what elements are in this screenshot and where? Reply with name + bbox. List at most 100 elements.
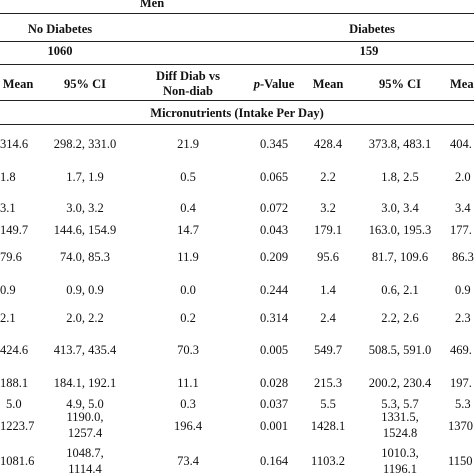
cell-p: 0.005 (259, 343, 289, 357)
rule-4 (0, 100, 474, 101)
cell-mean: 0.9 (0, 283, 16, 297)
cell-dci: 373.8, 483.1 (368, 137, 432, 151)
cell-dci-line2: 1196.1 (383, 462, 417, 474)
cell-p: 0.072 (259, 201, 289, 215)
cell-next: 197. (450, 376, 472, 390)
rule-3 (0, 64, 474, 65)
cell-p: 0.164 (259, 454, 289, 468)
cell-dci: 508.5, 591.0 (368, 343, 432, 357)
cell-next: 3.4 (455, 201, 471, 215)
cell-p: 0.065 (259, 170, 289, 184)
cell-ci-line2: 1257.4 (67, 426, 103, 440)
cell-dci: 163.0, 195.3 (368, 223, 432, 237)
cell-next: 177. (450, 223, 472, 237)
cell-next: 469. (450, 343, 472, 357)
cell-mean: 79.6 (0, 250, 22, 264)
cell-ci: 184.1, 192.1 (53, 376, 117, 390)
cell-next: 5.3 (455, 397, 471, 411)
cell-dmean: 215.3 (313, 376, 343, 390)
cell-p: 0.209 (259, 250, 289, 264)
cell-p: 0.244 (259, 283, 289, 297)
cell-diff: 11.1 (177, 376, 199, 390)
cell-diff: 0.4 (180, 201, 196, 215)
col-diff-line1: Diff Diab vs (156, 69, 220, 83)
cell-ci-line1: 1048.7, (66, 446, 104, 460)
cell-p: 0.043 (259, 223, 289, 237)
cell-p: 0.345 (259, 137, 289, 151)
cell-diff: 21.9 (177, 137, 199, 151)
cell-dci-line2: 1524.8 (382, 426, 418, 440)
cell-ci: 298.2, 331.0 (53, 137, 117, 151)
cell-ci: 144.6, 154.9 (53, 223, 117, 237)
cell-p: 0.001 (259, 419, 289, 433)
col-ci-1: 95% CI (63, 77, 107, 91)
cell-diff: 73.4 (177, 454, 199, 468)
cell-dci: 0.6, 2.1 (381, 283, 419, 297)
cell-mean: 314.6 (0, 137, 29, 151)
section-micronutrients: Micronutrients (Intake Per Day) (150, 106, 324, 120)
cell-diff: 11.9 (177, 250, 199, 264)
cell-dmean: 1.4 (320, 283, 336, 297)
cell-mean: 2.1 (0, 311, 16, 325)
rule-2 (0, 41, 474, 42)
cell-mean: 1.8 (0, 170, 16, 184)
cell-next: 1150 (448, 454, 473, 468)
cell-next: 86.3 (452, 250, 474, 264)
cell-ci-line1: 1190.0, (66, 410, 104, 424)
cell-diff: 0.2 (180, 311, 196, 325)
rule-top (0, 13, 474, 14)
cell-dmean: 3.2 (320, 201, 336, 215)
cell-diff: 14.7 (177, 223, 199, 237)
cell-ci-line2: 1114.4 (68, 462, 102, 474)
cell-ci: 4.9, 5.0 (66, 397, 104, 411)
cell-next: 0.9 (455, 283, 471, 297)
cell-ci: 74.0, 85.3 (60, 250, 110, 264)
cell-dmean: 179.1 (313, 223, 343, 237)
cell-dmean: 2.2 (320, 170, 336, 184)
cell-p: 0.028 (259, 376, 289, 390)
cell-dci: 3.0, 3.4 (381, 201, 419, 215)
cell-next: 1370 (448, 419, 473, 433)
cell-dci: 1.8, 2.5 (381, 170, 419, 184)
cell-dmean: 95.6 (317, 250, 339, 264)
cell-dmean: 2.4 (320, 311, 336, 325)
cell-mean: 5.0 (6, 397, 22, 411)
cell-mean: 1081.6 (0, 454, 35, 468)
rule-5 (0, 124, 474, 125)
cell-mean: 188.1 (0, 376, 29, 390)
col-mean-1: Mean (2, 77, 34, 91)
cell-p: 0.037 (259, 397, 289, 411)
cell-diff: 0.5 (180, 170, 196, 184)
cell-diff: 196.4 (173, 419, 203, 433)
cell-dci: 5.3, 5.7 (381, 397, 419, 411)
group-header-men: Men (139, 0, 165, 10)
cell-diff: 0.0 (180, 283, 196, 297)
cell-mean: 424.6 (0, 343, 29, 357)
cell-ci: 413.7, 435.4 (53, 343, 117, 357)
cell-dmean: 5.5 (320, 397, 336, 411)
cell-next: 2.3 (455, 311, 471, 325)
cell-mean: 3.1 (0, 201, 16, 215)
cell-ci: 3.0, 3.2 (66, 201, 104, 215)
cell-mean: 149.7 (0, 223, 29, 237)
cell-ci: 0.9, 0.9 (66, 283, 104, 297)
cell-dmean: 1103.2 (311, 454, 345, 468)
header-diabetes: Diabetes (349, 22, 395, 36)
n-no-diabetes: 1060 (47, 44, 73, 58)
n-diabetes: 159 (359, 44, 379, 58)
cell-dci-line1: 1010.3, (381, 446, 419, 460)
cell-next: 2.0 (455, 170, 471, 184)
cell-dci: 200.2, 230.4 (368, 376, 432, 390)
col-mean-3-partial: Mea (450, 77, 474, 91)
cell-dmean: 428.4 (313, 137, 343, 151)
cell-dci: 81.7, 109.6 (371, 250, 429, 264)
cell-p: 0.314 (259, 311, 289, 325)
cell-diff: 0.3 (180, 397, 196, 411)
cell-next: 404. (450, 137, 472, 151)
cell-dmean: 1428.1 (310, 419, 346, 433)
cell-dci: 2.2, 2.6 (381, 311, 419, 325)
col-diff-line2: Non-diab (162, 84, 214, 98)
cell-ci: 2.0, 2.2 (66, 311, 104, 325)
cell-ci: 1.7, 1.9 (66, 170, 104, 184)
